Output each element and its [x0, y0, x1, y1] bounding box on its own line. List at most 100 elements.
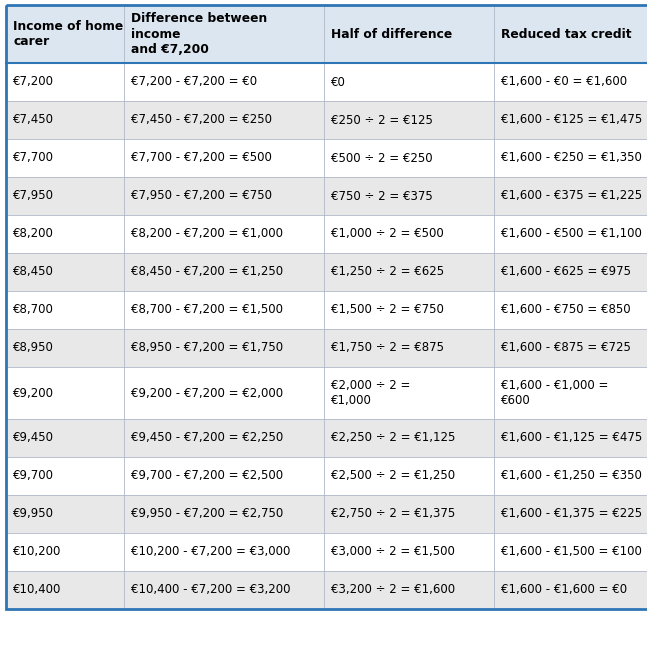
- Bar: [124, 329, 324, 367]
- Bar: [6, 533, 124, 571]
- Text: €10,200 - €7,200 = €3,000: €10,200 - €7,200 = €3,000: [131, 546, 291, 559]
- Bar: [324, 5, 494, 63]
- Bar: [124, 139, 324, 177]
- Bar: [6, 419, 124, 457]
- Bar: [6, 63, 124, 101]
- Bar: [494, 419, 647, 457]
- Bar: [324, 367, 494, 419]
- Bar: [6, 457, 124, 495]
- Bar: [494, 367, 647, 419]
- Bar: [494, 457, 647, 495]
- Bar: [124, 571, 324, 609]
- Text: €7,950: €7,950: [13, 189, 54, 202]
- Text: €7,450 - €7,200 = €250: €7,450 - €7,200 = €250: [131, 113, 272, 126]
- Text: €750 ÷ 2 = €375: €750 ÷ 2 = €375: [331, 189, 433, 202]
- Text: €7,950 - €7,200 = €750: €7,950 - €7,200 = €750: [131, 189, 272, 202]
- Text: Half of difference: Half of difference: [331, 28, 452, 41]
- Bar: [6, 495, 124, 533]
- Bar: [494, 253, 647, 291]
- Bar: [6, 291, 124, 329]
- Bar: [124, 419, 324, 457]
- Text: €9,700 - €7,200 = €2,500: €9,700 - €7,200 = €2,500: [131, 470, 283, 483]
- Bar: [6, 5, 124, 63]
- Bar: [124, 63, 324, 101]
- Bar: [324, 329, 494, 367]
- Text: €1,600 - €375 = €1,225: €1,600 - €375 = €1,225: [501, 189, 642, 202]
- Bar: [494, 329, 647, 367]
- Text: €2,500 ÷ 2 = €1,250: €2,500 ÷ 2 = €1,250: [331, 470, 455, 483]
- Bar: [6, 139, 124, 177]
- Text: €1,600 - €1,125 = €475: €1,600 - €1,125 = €475: [501, 432, 642, 445]
- Text: €1,600 - €625 = €975: €1,600 - €625 = €975: [501, 265, 631, 278]
- Text: €2,250 ÷ 2 = €1,125: €2,250 ÷ 2 = €1,125: [331, 432, 455, 445]
- Text: €8,700: €8,700: [13, 303, 54, 316]
- Bar: [324, 571, 494, 609]
- Bar: [124, 367, 324, 419]
- Text: €1,600 - €750 = €850: €1,600 - €750 = €850: [501, 303, 631, 316]
- Bar: [6, 253, 124, 291]
- Text: €8,450 - €7,200 = €1,250: €8,450 - €7,200 = €1,250: [131, 265, 283, 278]
- Bar: [324, 139, 494, 177]
- Text: €8,200: €8,200: [13, 227, 54, 240]
- Bar: [6, 215, 124, 253]
- Text: €500 ÷ 2 = €250: €500 ÷ 2 = €250: [331, 151, 433, 164]
- Text: €10,400 - €7,200 = €3,200: €10,400 - €7,200 = €3,200: [131, 584, 291, 597]
- Text: €7,200 - €7,200 = €0: €7,200 - €7,200 = €0: [131, 75, 257, 88]
- Bar: [494, 139, 647, 177]
- Bar: [6, 571, 124, 609]
- Text: €1,600 - €1,000 =
€600: €1,600 - €1,000 = €600: [501, 379, 608, 407]
- Text: €10,400: €10,400: [13, 584, 61, 597]
- Bar: [324, 253, 494, 291]
- Text: €1,600 - €1,500 = €100: €1,600 - €1,500 = €100: [501, 546, 642, 559]
- Bar: [124, 495, 324, 533]
- Text: €8,700 - €7,200 = €1,500: €8,700 - €7,200 = €1,500: [131, 303, 283, 316]
- Text: €7,200: €7,200: [13, 75, 54, 88]
- Bar: [324, 533, 494, 571]
- Bar: [6, 177, 124, 215]
- Bar: [124, 457, 324, 495]
- Text: €1,600 - €125 = €1,475: €1,600 - €125 = €1,475: [501, 113, 642, 126]
- Text: €1,600 - €500 = €1,100: €1,600 - €500 = €1,100: [501, 227, 642, 240]
- Bar: [494, 291, 647, 329]
- Bar: [6, 367, 124, 419]
- Text: €2,750 ÷ 2 = €1,375: €2,750 ÷ 2 = €1,375: [331, 508, 455, 521]
- Text: €8,450: €8,450: [13, 265, 54, 278]
- Bar: [6, 101, 124, 139]
- Bar: [324, 101, 494, 139]
- Bar: [494, 63, 647, 101]
- Bar: [124, 215, 324, 253]
- Text: €9,700: €9,700: [13, 470, 54, 483]
- Text: €9,950 - €7,200 = €2,750: €9,950 - €7,200 = €2,750: [131, 508, 283, 521]
- Text: €1,600 - €0 = €1,600: €1,600 - €0 = €1,600: [501, 75, 627, 88]
- Text: €1,600 - €250 = €1,350: €1,600 - €250 = €1,350: [501, 151, 642, 164]
- Text: €9,450 - €7,200 = €2,250: €9,450 - €7,200 = €2,250: [131, 432, 283, 445]
- Bar: [324, 419, 494, 457]
- Bar: [124, 291, 324, 329]
- Bar: [494, 101, 647, 139]
- Bar: [324, 495, 494, 533]
- Text: €7,700 - €7,200 = €500: €7,700 - €7,200 = €500: [131, 151, 272, 164]
- Text: €2,000 ÷ 2 =
€1,000: €2,000 ÷ 2 = €1,000: [331, 379, 410, 407]
- Text: €1,600 - €1,250 = €350: €1,600 - €1,250 = €350: [501, 470, 642, 483]
- Text: €3,000 ÷ 2 = €1,500: €3,000 ÷ 2 = €1,500: [331, 546, 455, 559]
- Text: €1,000 ÷ 2 = €500: €1,000 ÷ 2 = €500: [331, 227, 444, 240]
- Bar: [124, 177, 324, 215]
- Bar: [124, 533, 324, 571]
- Text: €9,950: €9,950: [13, 508, 54, 521]
- Bar: [494, 215, 647, 253]
- Text: €8,950 - €7,200 = €1,750: €8,950 - €7,200 = €1,750: [131, 341, 283, 354]
- Text: €1,750 ÷ 2 = €875: €1,750 ÷ 2 = €875: [331, 341, 444, 354]
- Text: €1,600 - €875 = €725: €1,600 - €875 = €725: [501, 341, 631, 354]
- Text: Reduced tax credit: Reduced tax credit: [501, 28, 631, 41]
- Bar: [124, 5, 324, 63]
- Bar: [494, 495, 647, 533]
- Text: €0: €0: [331, 75, 346, 88]
- Bar: [124, 253, 324, 291]
- Text: €8,200 - €7,200 = €1,000: €8,200 - €7,200 = €1,000: [131, 227, 283, 240]
- Bar: [6, 329, 124, 367]
- Bar: [494, 177, 647, 215]
- Bar: [494, 571, 647, 609]
- Bar: [494, 5, 647, 63]
- Text: €7,700: €7,700: [13, 151, 54, 164]
- Text: €1,500 ÷ 2 = €750: €1,500 ÷ 2 = €750: [331, 303, 444, 316]
